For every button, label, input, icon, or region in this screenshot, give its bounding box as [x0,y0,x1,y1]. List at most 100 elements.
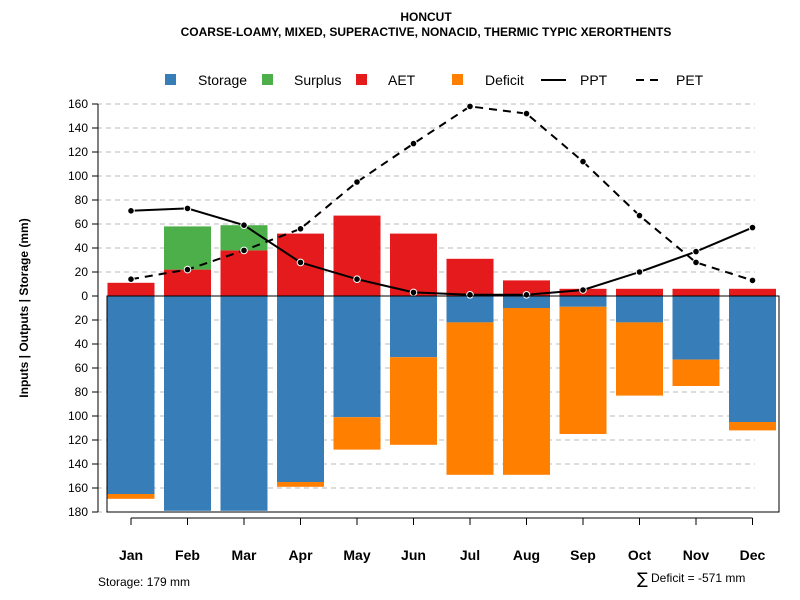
storage-bar [277,296,324,482]
deficit-bar [390,357,437,445]
storage-bar [220,296,268,511]
ppt-point [692,247,700,256]
legend-storage-swatch [165,74,176,85]
aet-bar [220,250,268,296]
pet-point [748,276,757,285]
x-tick-label: Aug [513,547,540,563]
aet-bar [672,288,720,296]
deficit-bar [503,308,550,475]
pet-point [635,211,644,220]
deficit-bar [559,306,607,434]
y-tick-label: 100 [68,169,88,183]
aet-bar [107,282,155,296]
deficit-bar [729,422,776,431]
bars [107,215,776,511]
legend: Storage Surplus AET Deficit PPT PET [165,72,704,88]
aet-bar [390,233,437,296]
ppt-point [748,223,757,232]
pet-point [692,258,700,267]
y-tick-label: 20 [75,265,89,279]
deficit-bar [277,482,324,487]
ppt-line [130,207,753,296]
x-tick-label: Nov [683,547,710,563]
aet-bar [616,288,663,296]
pet-point [466,102,474,111]
y-tick-label: 140 [68,121,88,135]
chart-subtitle: COARSE-LOAMY, MIXED, SUPERACTIVE, NONACI… [181,25,672,39]
legend-aet-label: AET [388,72,416,88]
pet-point [353,178,361,186]
storage-bar [164,296,211,511]
aet-bar [446,258,494,296]
deficit-bar [616,322,663,396]
legend-storage-label: Storage [198,72,247,88]
y-tick-label: 80 [75,193,89,207]
x-tick-label: Jul [460,547,480,563]
legend-deficit-swatch [452,74,463,85]
lines [127,102,757,299]
pet-point [183,265,192,274]
y-tick-label: 100 [68,409,88,423]
pet-point [296,225,305,233]
deficit-footnote: Deficit = -571 mm [651,571,745,585]
ppt-point [127,207,135,215]
x-tick-label: Jan [119,547,143,563]
axes: 160 140 120 100 80 60 40 20 0 20 40 60 80 100 120 140 16… [68,97,780,563]
y-tick-label: 60 [75,361,89,375]
aet-bar [729,288,776,296]
storage-bar [672,296,720,360]
y-tick-label: 20 [75,313,89,327]
ppt-point [579,286,587,294]
ppt-point [240,221,248,229]
surplus-bar [164,226,211,270]
pet-point [579,157,587,166]
x-tick-label: Oct [628,547,652,563]
y-axis-label: Inputs | Outputs | Storage (mm) [17,218,31,397]
ppt-point [353,275,361,284]
storage-bar [559,296,607,307]
pet-point [522,109,531,118]
x-tick-label: Sep [570,547,596,563]
pet-point [409,139,418,148]
aet-bar [164,269,211,296]
deficit-bar [107,494,155,499]
sum-symbol: ∑ [637,569,648,588]
storage-bar [333,296,381,418]
storage-footnote: Storage: 179 mm [98,575,190,589]
legend-ppt-label: PPT [580,72,608,88]
ppt-point [183,204,192,213]
surplus-bar [220,225,268,251]
storage-bar [390,296,437,358]
ppt-point [296,258,305,267]
chart-title: HONCUT [400,10,452,24]
storage-bar [729,296,776,422]
y-tick-label: 60 [75,217,89,231]
x-tick-label: Dec [740,547,766,563]
y-tick-label: 120 [68,145,88,159]
x-tick-label: May [343,547,370,563]
deficit-bar [446,322,494,475]
x-tick-label: Jun [401,547,426,563]
x-tick-label: Apr [288,547,313,563]
y-tick-label: 80 [75,385,89,399]
storage-bar [616,296,663,323]
y-tick-label: 160 [68,481,88,495]
deficit-bar [672,359,720,386]
legend-deficit-label: Deficit [485,72,524,88]
y-tick-label: 180 [68,505,88,519]
storage-bar [446,296,494,323]
legend-aet-swatch [356,74,367,85]
storage-bar [107,296,155,494]
ppt-point [466,291,474,299]
ppt-point [635,268,644,276]
x-tick-label: Mar [232,547,257,563]
y-tick-label: 120 [68,433,88,447]
storage-bar [503,296,550,308]
x-tick-label: Feb [175,547,200,563]
pet-line [130,105,753,282]
y-tick-label: 0 [81,289,88,303]
legend-surplus-swatch [262,74,273,85]
aet-bar [503,280,550,296]
y-tick-label: 160 [68,97,88,111]
